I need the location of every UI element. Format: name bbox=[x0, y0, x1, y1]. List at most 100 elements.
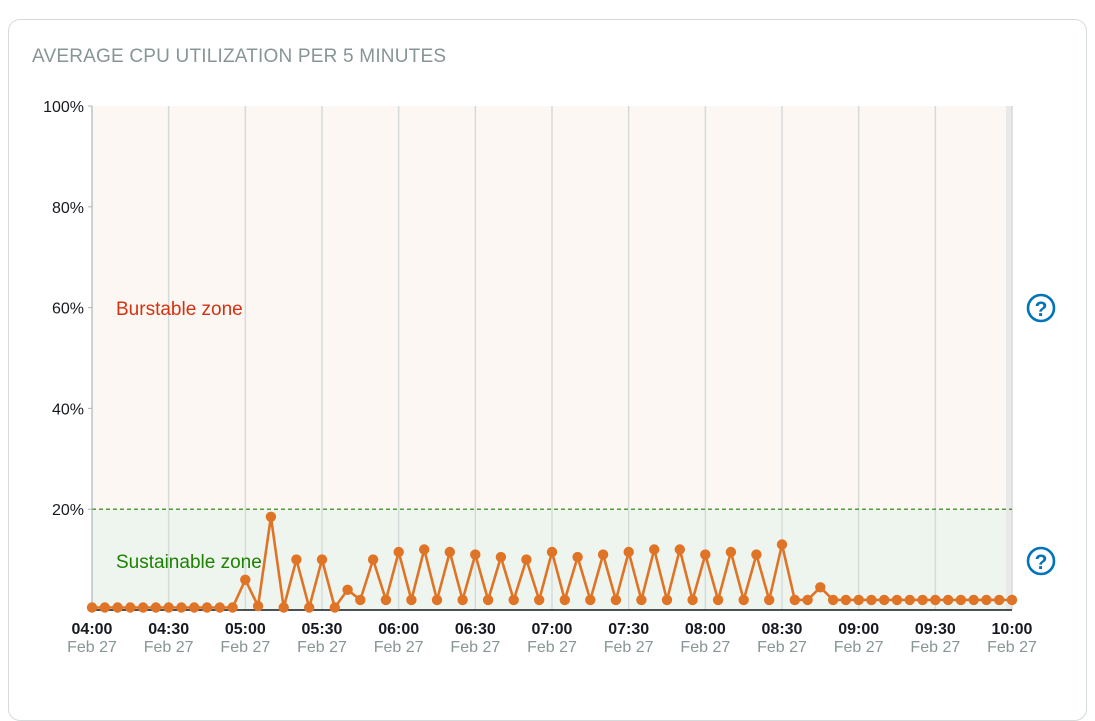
x-tick-date-label: Feb 27 bbox=[220, 639, 270, 656]
x-tick-time-label: 07:00 bbox=[532, 621, 573, 638]
cpu-data-point[interactable] bbox=[393, 546, 404, 558]
x-tick-time-label: 10:00 bbox=[992, 621, 1033, 638]
cpu-data-point[interactable] bbox=[137, 602, 149, 613]
cpu-data-point[interactable] bbox=[304, 602, 315, 613]
x-tick-date-label: Feb 27 bbox=[144, 639, 194, 656]
burstable-help-icon[interactable]: ? bbox=[1026, 293, 1056, 323]
cpu-data-point[interactable] bbox=[316, 554, 328, 565]
cpu-data-point[interactable] bbox=[866, 594, 877, 606]
cpu-data-point[interactable] bbox=[521, 554, 532, 565]
cpu-data-point[interactable] bbox=[252, 600, 264, 612]
cpu-data-point[interactable] bbox=[636, 594, 647, 606]
cpu-data-point[interactable] bbox=[214, 602, 225, 613]
cpu-data-point[interactable] bbox=[227, 602, 238, 613]
cpu-data-point[interactable] bbox=[86, 602, 98, 613]
cpu-data-point[interactable] bbox=[942, 594, 954, 606]
cpu-data-point[interactable] bbox=[930, 594, 941, 606]
cpu-data-point[interactable] bbox=[406, 594, 417, 606]
cpu-data-point[interactable] bbox=[853, 594, 864, 606]
cpu-data-point[interactable] bbox=[112, 602, 123, 613]
cpu-data-point[interactable] bbox=[495, 551, 507, 563]
cpu-data-point[interactable] bbox=[789, 594, 800, 606]
cpu-data-point[interactable] bbox=[968, 594, 979, 606]
cpu-data-point[interactable] bbox=[725, 546, 737, 558]
cpu-data-point[interactable] bbox=[265, 511, 277, 522]
x-tick-date-label: Feb 27 bbox=[680, 639, 730, 656]
cpu-data-point[interactable] bbox=[367, 554, 379, 565]
cpu-data-point[interactable] bbox=[751, 549, 762, 560]
x-tick-date-label: Feb 27 bbox=[910, 639, 960, 656]
cpu-data-point[interactable] bbox=[240, 574, 251, 585]
cpu-data-point[interactable] bbox=[278, 602, 289, 613]
x-tick-date-label: Feb 27 bbox=[757, 639, 807, 656]
cpu-data-point[interactable] bbox=[572, 551, 583, 563]
x-tick-date-label: Feb 27 bbox=[604, 639, 654, 656]
cpu-data-point[interactable] bbox=[815, 582, 826, 593]
cpu-data-point[interactable] bbox=[419, 544, 430, 555]
cpu-data-point[interactable] bbox=[687, 594, 698, 606]
cpu-data-point[interactable] bbox=[649, 544, 660, 555]
cpu-data-point[interactable] bbox=[342, 584, 353, 595]
x-tick-time-label: 08:00 bbox=[685, 621, 726, 638]
cpu-data-point[interactable] bbox=[712, 594, 724, 606]
cpu-data-point[interactable] bbox=[444, 546, 455, 558]
cpu-data-point[interactable] bbox=[738, 594, 749, 606]
x-tick-time-label: 04:30 bbox=[148, 621, 189, 638]
cpu-data-point[interactable] bbox=[470, 549, 481, 560]
cpu-data-point[interactable] bbox=[827, 594, 839, 606]
cpu-data-point[interactable] bbox=[457, 594, 468, 606]
cpu-data-point[interactable] bbox=[764, 594, 775, 606]
x-tick-time-label: 05:30 bbox=[302, 621, 343, 638]
cpu-data-point[interactable] bbox=[840, 594, 852, 606]
cpu-data-point[interactable] bbox=[610, 594, 622, 606]
cpu-data-point[interactable] bbox=[380, 594, 392, 606]
cpu-data-point[interactable] bbox=[585, 594, 596, 606]
cpu-data-point[interactable] bbox=[99, 602, 111, 613]
y-tick-label: 100% bbox=[43, 99, 84, 116]
cpu-data-point[interactable] bbox=[802, 594, 813, 606]
x-tick-date-label: Feb 27 bbox=[834, 639, 884, 656]
cpu-data-point[interactable] bbox=[917, 594, 928, 606]
cpu-data-point[interactable] bbox=[546, 546, 558, 558]
cpu-data-point[interactable] bbox=[150, 602, 162, 613]
cpu-data-point[interactable] bbox=[674, 544, 685, 555]
cpu-data-point[interactable] bbox=[891, 594, 903, 606]
cpu-data-point[interactable] bbox=[291, 554, 302, 565]
cpu-data-point[interactable] bbox=[623, 546, 634, 558]
x-tick-date-label: Feb 27 bbox=[297, 639, 347, 656]
sustainable-help-icon[interactable]: ? bbox=[1026, 546, 1056, 576]
y-tick-label: 40% bbox=[52, 401, 84, 418]
cpu-data-point[interactable] bbox=[176, 602, 187, 613]
cpu-data-point[interactable] bbox=[329, 602, 340, 613]
cpu-data-point[interactable] bbox=[559, 594, 570, 606]
cpu-data-point[interactable] bbox=[981, 594, 992, 606]
cpu-data-point[interactable] bbox=[904, 594, 915, 606]
x-tick-time-label: 09:00 bbox=[838, 621, 879, 638]
cpu-data-point[interactable] bbox=[163, 602, 174, 613]
cpu-data-point[interactable] bbox=[534, 594, 545, 606]
x-tick-time-label: 08:30 bbox=[762, 621, 803, 638]
y-tick-label: 60% bbox=[52, 301, 84, 318]
cpu-data-point[interactable] bbox=[700, 549, 711, 560]
cpu-data-point[interactable] bbox=[661, 594, 673, 606]
y-tick-label: 80% bbox=[52, 200, 84, 217]
cpu-data-point[interactable] bbox=[125, 602, 136, 613]
cpu-data-point[interactable] bbox=[776, 539, 788, 550]
cpu-data-point[interactable] bbox=[597, 549, 609, 560]
x-tick-time-label: 06:00 bbox=[378, 621, 419, 638]
cpu-data-point[interactable] bbox=[355, 594, 366, 606]
cpu-data-point[interactable] bbox=[1006, 594, 1018, 606]
cpu-data-point[interactable] bbox=[879, 594, 890, 606]
cpu-data-point[interactable] bbox=[201, 602, 213, 613]
cpu-data-point[interactable] bbox=[994, 594, 1005, 606]
sustainable-help-symbol: ? bbox=[1035, 551, 1048, 574]
cpu-data-point[interactable] bbox=[508, 594, 519, 606]
x-tick-time-label: 05:00 bbox=[225, 621, 266, 638]
cpu-data-point[interactable] bbox=[955, 594, 967, 606]
cpu-data-point[interactable] bbox=[482, 594, 494, 606]
y-tick-label: 20% bbox=[52, 502, 84, 519]
burstable-zone-label: Burstable zone bbox=[116, 299, 243, 320]
cpu-data-point[interactable] bbox=[431, 594, 443, 606]
chart-title: AVERAGE CPU UTILIZATION PER 5 MINUTES bbox=[32, 46, 447, 67]
cpu-data-point[interactable] bbox=[189, 602, 200, 613]
